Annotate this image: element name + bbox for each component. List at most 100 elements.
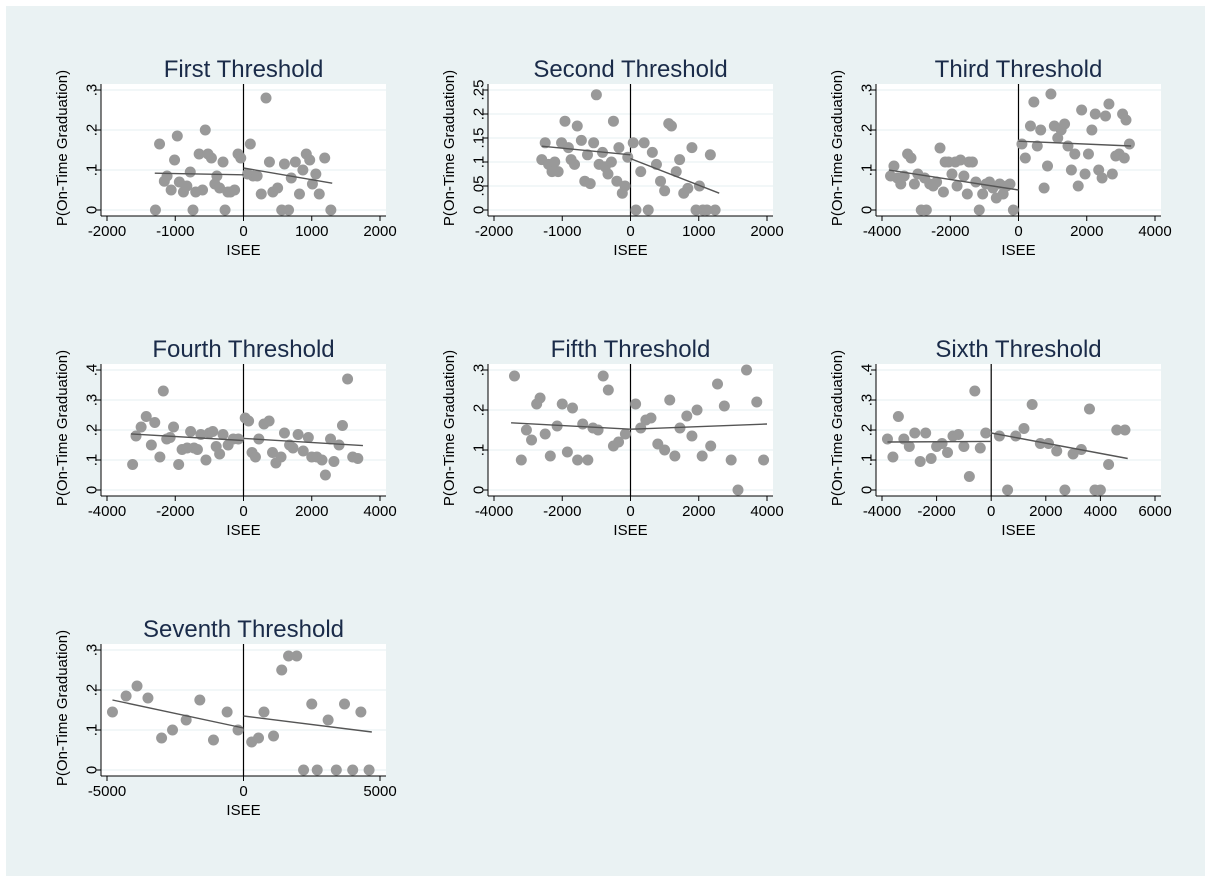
panel-3-data-point-37 bbox=[1004, 178, 1016, 190]
panel-6-data-point-10 bbox=[936, 438, 948, 449]
panel-1-data-point-33 bbox=[260, 92, 272, 104]
panel-7-data-point-16 bbox=[283, 650, 295, 662]
panel-1-data-point-5 bbox=[169, 154, 181, 166]
panel-5-x-tick-label-3: 2000 bbox=[682, 503, 715, 520]
panel-2-data-point-41 bbox=[674, 154, 686, 166]
panel-2-title: Second Threshold bbox=[533, 56, 727, 83]
panel-5-data-point-2 bbox=[520, 424, 532, 436]
panel-4-data-point-47 bbox=[325, 433, 337, 445]
panel-5-data-point-27 bbox=[659, 444, 671, 456]
panel-7-data-point-26 bbox=[363, 764, 375, 776]
panel-2-x-axis-label: ISEE bbox=[613, 242, 647, 259]
panel-3-data-point-45 bbox=[1038, 182, 1050, 194]
panel-7-data-point-5 bbox=[167, 724, 179, 736]
panel-7-x-axis-label: ISEE bbox=[226, 802, 260, 819]
panel-4-data-point-20 bbox=[207, 426, 219, 437]
panel-7-y-tick-label-1: .1 bbox=[83, 724, 100, 737]
panel-5-data-point-9 bbox=[556, 398, 568, 410]
panel-6-data-point-20 bbox=[1002, 484, 1014, 496]
panel-1-data-point-36 bbox=[272, 182, 284, 194]
panel-4-fit-line-left bbox=[130, 433, 244, 442]
panel-7-data-point-4 bbox=[156, 732, 168, 744]
panel-3-data-point-57 bbox=[1079, 168, 1091, 180]
panel-6-data-point-5 bbox=[909, 427, 921, 439]
panel-3-y-tick-label-3: .3 bbox=[858, 84, 875, 97]
panel-3-data-point-54 bbox=[1069, 148, 1081, 160]
panel-4-data-point-51 bbox=[342, 373, 354, 385]
panel-4-data-point-40 bbox=[292, 429, 304, 440]
panel-6-data-point-17 bbox=[974, 442, 986, 454]
panel-7-data-point-18 bbox=[298, 764, 310, 776]
panel-5-data-point-39 bbox=[732, 484, 744, 496]
panel-4-data-point-11 bbox=[173, 459, 185, 470]
panel-3-data-point-65 bbox=[1106, 168, 1118, 180]
panel-2-y-tick-label-0: 0 bbox=[470, 206, 487, 214]
panel-6-fit-line-right bbox=[991, 432, 1128, 460]
panel-1-data-point-11 bbox=[187, 204, 199, 216]
panel-5-x-tick-label-0: -4000 bbox=[475, 503, 513, 520]
panel-7-data-point-23 bbox=[339, 698, 351, 710]
panel-5-data-point-0 bbox=[508, 370, 520, 382]
panel-5-data-point-31 bbox=[681, 410, 693, 422]
panel-3-y-tick-label-0: 0 bbox=[858, 206, 875, 214]
panel-6-y-tick-label-1: .1 bbox=[858, 454, 875, 467]
panel-3-y-tick-label-2: .2 bbox=[858, 124, 875, 137]
panel-4-data-point-5 bbox=[149, 417, 161, 428]
panel-1-x-tick-label-0: -2000 bbox=[88, 223, 126, 240]
panel-3-data-point-22 bbox=[954, 154, 966, 166]
panel-7-data-point-3 bbox=[142, 692, 154, 704]
panel-4-x-tick-label-4: 4000 bbox=[363, 503, 396, 520]
panel-6-data-point-4 bbox=[903, 441, 915, 452]
panel-7-data-point-9 bbox=[221, 706, 233, 718]
panel-2-data-point-15 bbox=[584, 178, 596, 190]
panel-5-data-point-17 bbox=[597, 370, 609, 382]
panel-4-title: Fourth Threshold bbox=[152, 336, 334, 363]
panel-4-data-point-46 bbox=[319, 469, 331, 481]
panel-4-data-point-42 bbox=[302, 432, 314, 443]
panel-1-data-point-49 bbox=[319, 152, 331, 164]
panel-5-data-point-34 bbox=[696, 450, 708, 462]
panel-1-data-point-27 bbox=[235, 152, 247, 164]
panel-4-y-tick-label-2: .2 bbox=[83, 424, 100, 437]
panel-6-data-point-27 bbox=[1059, 484, 1071, 496]
panel-1-data-point-47 bbox=[310, 168, 322, 180]
panel-3-data-point-1 bbox=[888, 160, 900, 172]
panel-5-data-point-37 bbox=[718, 400, 730, 412]
panel-4-data-point-50 bbox=[336, 420, 348, 431]
panel-5-data-point-5 bbox=[534, 392, 546, 404]
panel-5-x-tick-label-4: 4000 bbox=[750, 503, 783, 520]
panel-1-data-point-25 bbox=[229, 184, 241, 196]
panel-3-data-point-16 bbox=[937, 186, 949, 198]
panel-5-x-axis-label: ISEE bbox=[613, 522, 647, 539]
panel-2-data-point-29 bbox=[627, 137, 639, 149]
panel-1-data-point-34 bbox=[263, 156, 275, 168]
panel-3-data-point-42 bbox=[1028, 96, 1040, 108]
panel-5-data-point-36 bbox=[712, 378, 724, 390]
panel-5-data-point-21 bbox=[619, 428, 631, 440]
panel-6-data-point-34 bbox=[1111, 424, 1123, 436]
panel-7-data-point-25 bbox=[355, 706, 367, 718]
panel-5-data-point-12 bbox=[572, 454, 584, 466]
panel-2-data-point-21 bbox=[602, 168, 614, 180]
panel-5-data-point-28 bbox=[664, 394, 676, 406]
panel-1-data-point-1 bbox=[154, 138, 166, 150]
panel-4-data-point-3 bbox=[140, 411, 152, 422]
panel-3-title: Third Threshold bbox=[935, 56, 1103, 83]
panel-2-x-tick-label-2: 0 bbox=[626, 223, 634, 240]
panel-3-data-point-7 bbox=[908, 178, 920, 190]
panel-4-x-tick-label-2: 0 bbox=[239, 503, 247, 520]
panel-6-y-axis-label: P(On-Time Graduation) bbox=[829, 350, 846, 506]
panel-2-y-tick-label-3: .15 bbox=[470, 128, 487, 149]
panel-3-data-point-46 bbox=[1042, 160, 1054, 172]
panel-5-y-tick-label-0: 0 bbox=[470, 486, 487, 494]
panel-6-y-tick-label-2: .2 bbox=[858, 424, 875, 437]
panel-1-data-point-3 bbox=[161, 170, 173, 182]
panel-1-data-point-9 bbox=[181, 180, 193, 192]
panel-6-data-point-26 bbox=[1051, 445, 1063, 457]
panel-1-x-tick-label-4: 2000 bbox=[363, 223, 396, 240]
panel-3-x-tick-label-2: 0 bbox=[1014, 223, 1022, 240]
panel-6-data-point-22 bbox=[1018, 423, 1030, 434]
panel-3-x-tick-label-4: 4000 bbox=[1138, 223, 1171, 240]
panel-2-data-point-12 bbox=[575, 134, 587, 146]
panel-4-y-tick-label-1: .1 bbox=[83, 454, 100, 467]
